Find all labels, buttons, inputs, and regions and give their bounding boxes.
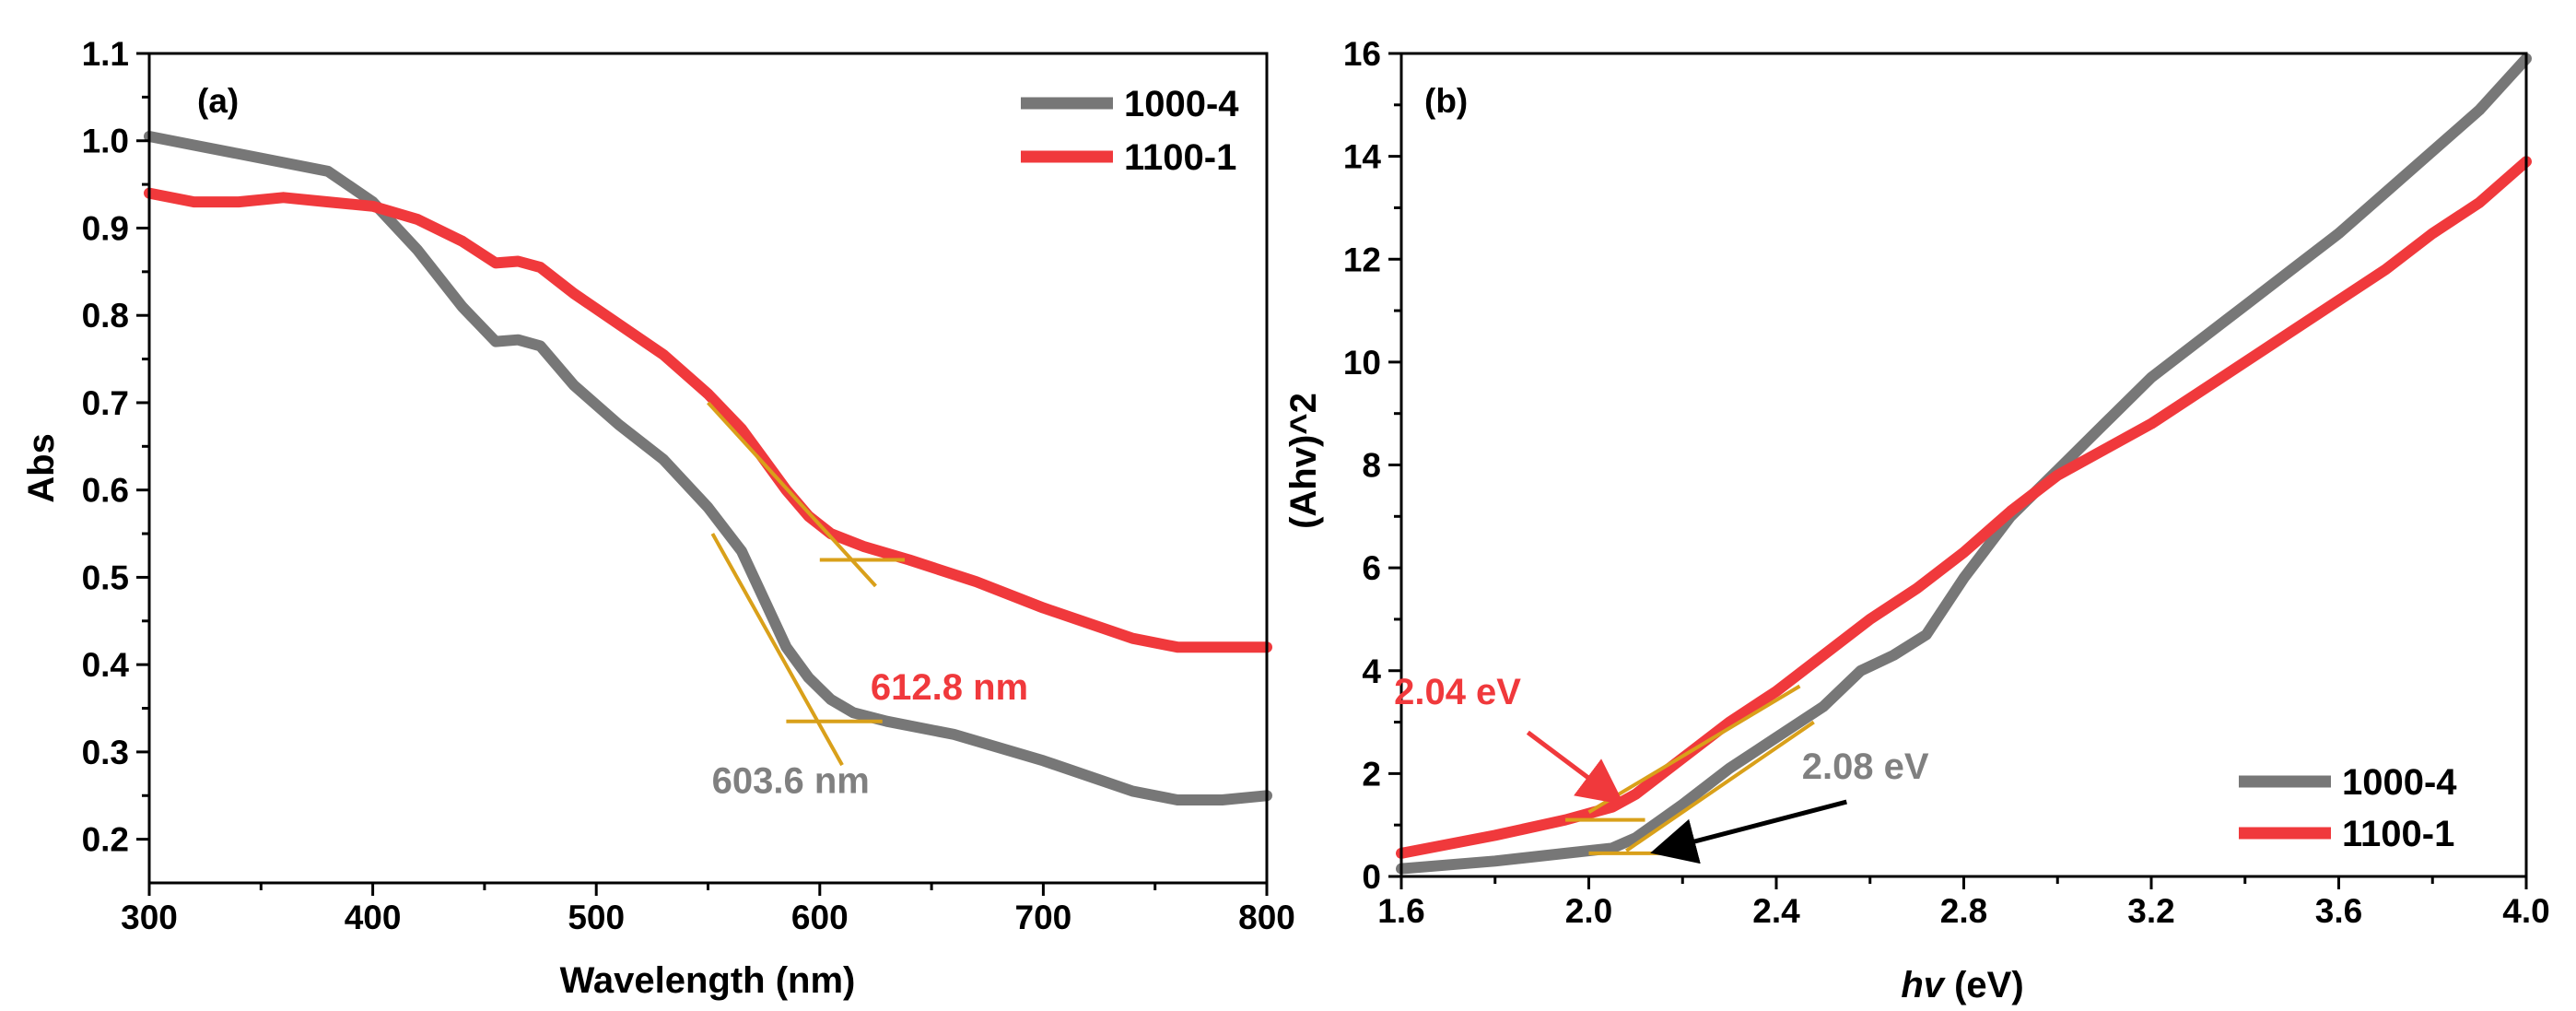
panel-a-ylabel: Abs	[21, 433, 62, 503]
panel-b-annotation: 2.04 eV	[1394, 672, 1521, 712]
panel-a-legend: 1000-4 1100-1	[1021, 84, 1239, 178]
panel-a-xtick-label: 600	[791, 899, 849, 936]
panel-a-ytick-label: 0.9	[82, 209, 129, 247]
legend-a-label-1000-4: 1000-4	[1124, 84, 1239, 124]
panel-a-frame	[147, 52, 1269, 885]
panel-a-ytick-label: 0.2	[82, 821, 129, 859]
panel-a-label: (a)	[197, 82, 239, 120]
panel-b-ytick-label: 0	[1362, 858, 1381, 896]
panel-a-annotation: 603.6 nm	[712, 760, 870, 801]
panel-a-xtick-label: 700	[1015, 899, 1072, 936]
panel-b-xtick-label: 3.2	[2127, 892, 2174, 930]
legend-b-label-1000-4: 1000-4	[2342, 762, 2457, 803]
legend-b-label-1100-1: 1100-1	[2342, 814, 2454, 854]
panel-b-xtick-label: 4.0	[2502, 892, 2549, 930]
panel-b-xtick-label: 2.8	[1940, 892, 1987, 930]
panel-b-series-1100-1	[1396, 156, 2532, 859]
panel-a-ytick-label: 1.0	[82, 123, 129, 160]
panel-b-ytick-label: 2	[1362, 755, 1381, 793]
panel-a-ytick-label: 1.1	[82, 35, 129, 73]
panel-b-xtick-label: 3.6	[2315, 892, 2362, 930]
panel-b-xlabel-italic: hv	[1901, 965, 1946, 1005]
panel-a-annotations: 612.8 nm 603.6 nm	[712, 667, 1028, 801]
panel-a-annotation: 612.8 nm	[871, 667, 1028, 708]
panel-a-xtick-label: 800	[1238, 899, 1295, 936]
panel-b-ytick-label: 6	[1362, 549, 1381, 587]
panel-b-annotation: 2.08 eV	[1802, 746, 1929, 787]
panel-a: 300 400 500 600 700 800 0.2 0.3 0.4 0.5 0.6 0.7 0.8 0…	[21, 35, 1295, 1001]
panel-b-arrow	[1650, 799, 1847, 864]
panel-b-xtick-label: 2.0	[1565, 892, 1612, 930]
panel-b-series-1000-4	[1396, 53, 2532, 875]
panel-a-series	[144, 131, 1272, 805]
panel-a-ticks	[136, 52, 1269, 896]
panel-b-legend: 1000-4 1100-1	[2239, 762, 2457, 854]
panel-b-tick-labels: 1.6 2.0 2.4 2.8 3.2 3.6 4.0 0 2 4 6 8 10 12 14 16	[1343, 35, 2550, 930]
panel-a-tangent-line	[707, 401, 877, 588]
legend-a-label-1100-1: 1100-1	[1124, 137, 1236, 178]
panel-a-xtick-label: 400	[345, 899, 402, 936]
panel-b-ticks	[1388, 52, 2528, 889]
panel-b-ytick-label: 12	[1343, 241, 1381, 278]
panel-a-ytick-label: 0.5	[82, 558, 129, 596]
panel-b-annotations: 2.04 eV 2.08 eV	[1394, 672, 1929, 787]
panel-b-xtick-label: 1.6	[1377, 892, 1424, 930]
panel-a-ytick-label: 0.6	[82, 472, 129, 510]
panel-b-xtick-label: 2.4	[1752, 892, 1800, 930]
panel-b-ytick-label: 8	[1362, 447, 1381, 485]
panel-a-xlabel: Wavelength (nm)	[560, 960, 856, 1001]
panel-a-series-1100-1	[144, 187, 1272, 653]
panel-b-ytick-label: 14	[1343, 138, 1382, 176]
panel-a-tick-labels: 300 400 500 600 700 800 0.2 0.3 0.4 0.5 0.6 0.7 0.8 0…	[82, 35, 1295, 936]
panel-a-ytick-label: 0.8	[82, 297, 129, 335]
panel-a-ytick-label: 0.3	[82, 734, 129, 771]
panel-a-tangent-line	[710, 533, 844, 767]
panel-b-arrow	[1526, 730, 1625, 805]
panel-b-ytick-label: 4	[1362, 652, 1381, 690]
panel-a-xtick-label: 500	[568, 899, 625, 936]
panel-b-ytick-label: 10	[1343, 344, 1381, 382]
panel-b-ylabel: (Ahv)^2	[1283, 393, 1324, 529]
panel-b-label: (b)	[1424, 82, 1468, 120]
panel-b-xlabel: hv (eV)	[1901, 965, 2023, 1005]
panel-a-ytick-label: 0.4	[82, 646, 130, 684]
panel-b-frame	[1399, 52, 2528, 878]
panel-a-ytick-label: 0.7	[82, 384, 129, 422]
panel-a-xtick-label: 300	[121, 899, 178, 936]
panel-b-arrows	[1526, 730, 1847, 864]
panel-b-xlabel-unit: (eV)	[1944, 965, 2024, 1005]
panel-b-ytick-label: 16	[1343, 35, 1381, 73]
panel-b: 1.6 2.0 2.4 2.8 3.2 3.6 4.0 0 2 4 6 8 10 12 14 16 (b) h…	[1283, 35, 2550, 1005]
panel-a-series-1000-4	[144, 131, 1272, 805]
panel-b-series	[1396, 53, 2532, 875]
